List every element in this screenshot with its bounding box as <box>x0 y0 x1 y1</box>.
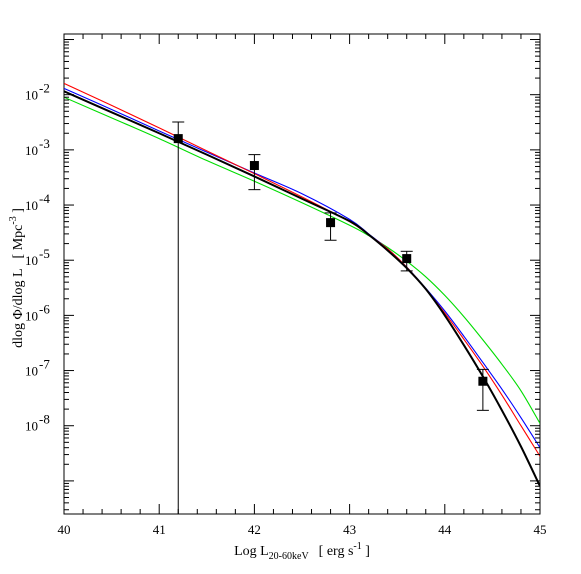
y-tick-label: 10 <box>25 364 38 379</box>
y-tick-label: 10 <box>25 198 38 213</box>
y-axis-label-unit: [ Mpc <box>11 225 26 259</box>
x-tick-label: 42 <box>248 522 261 537</box>
x-tick-label: 41 <box>153 522 166 537</box>
plot-border <box>63 33 541 515</box>
y-axis-label-unit-exp: -3 <box>8 216 19 224</box>
data-point-marker <box>249 161 259 171</box>
data-points <box>172 121 489 514</box>
y-tick-label: 10 <box>25 419 38 434</box>
y-tick-label-exp: -6 <box>39 301 50 316</box>
y-tick-label: 10 <box>25 143 38 158</box>
y-axis-label-text: dlog Φ/dlog L <box>11 268 26 347</box>
y-tick-label-exp: -4 <box>39 191 50 206</box>
x-axis-label-close: ] <box>362 544 370 559</box>
x-tick-label: 43 <box>343 522 356 537</box>
x-axis-label-prefix: Log L <box>234 544 269 559</box>
y-axis-label-close: ] <box>11 208 26 216</box>
data-point-marker <box>326 218 336 228</box>
model-curve-line <box>64 82 540 457</box>
y-tick-label-exp: -2 <box>39 81 50 96</box>
data-point-marker <box>478 376 488 386</box>
x-axis-label: Log L20-60keV [ erg s-1 ] <box>234 541 370 562</box>
y-tick-label: 10 <box>25 253 38 268</box>
data-point-marker <box>173 134 183 144</box>
x-axis-label-subscript: 20-60keV <box>269 551 310 562</box>
model-curves <box>64 82 540 487</box>
model-curve-line <box>64 90 540 487</box>
x-tick-label: 40 <box>58 522 71 537</box>
y-tick-label-exp: -8 <box>39 412 50 427</box>
plot-frame <box>63 33 541 515</box>
data-point-marker <box>402 254 412 264</box>
model-curve-line <box>64 96 540 424</box>
x-tick-label: 45 <box>534 522 547 537</box>
y-axis-label: dlog Φ/dlog L [ Mpc-3 ] <box>8 208 26 348</box>
model-curve-line <box>64 87 540 448</box>
y-tick-label: 10 <box>25 88 38 103</box>
x-tick-label: 44 <box>438 522 452 537</box>
y-tick-label-exp: -7 <box>39 357 50 372</box>
y-tick-label-exp: -5 <box>39 246 50 261</box>
y-tick-label-exp: -3 <box>39 136 50 151</box>
y-tick-label: 10 <box>25 308 38 323</box>
x-axis-label-unit: [ erg s <box>319 544 354 559</box>
x-axis-label-unit-exp: -1 <box>353 541 361 552</box>
